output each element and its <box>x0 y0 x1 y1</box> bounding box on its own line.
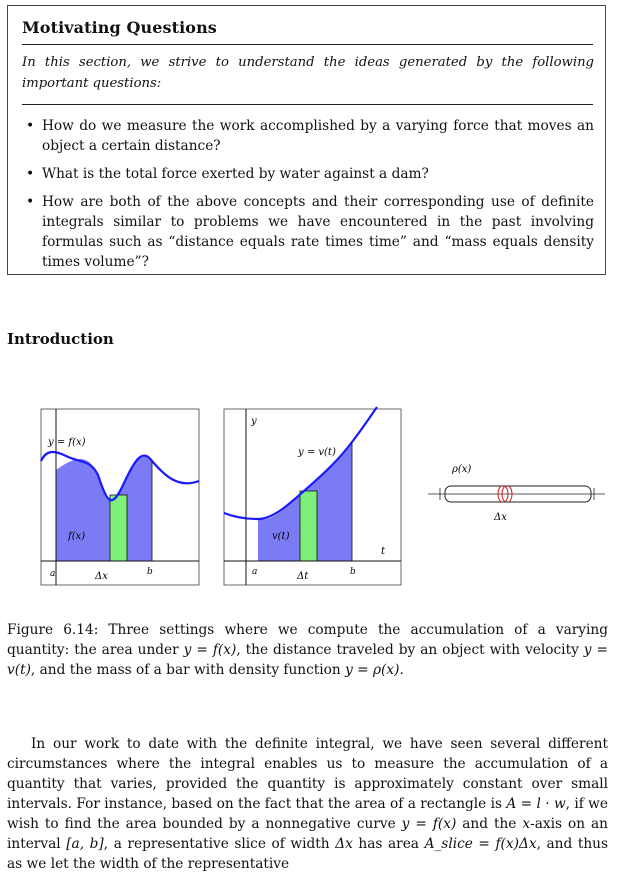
panel-distance: y y = v(t) v(t) a Δt b t <box>223 406 402 586</box>
box-intro: In this section, we strive to understand… <box>22 55 594 91</box>
box-bottom-rule <box>22 104 593 105</box>
paragraph-text: has area <box>352 836 425 852</box>
box-title: Motivating Questions <box>22 18 217 37</box>
caption-text: , and the mass of a bar with density fun… <box>30 662 346 678</box>
paragraph-text: and the <box>456 816 523 832</box>
bar <box>444 485 592 503</box>
delta-x-label: Δx <box>94 571 108 582</box>
paragraph-text: In our work to date with the definite in… <box>7 736 608 812</box>
paragraph-math: A = l · w <box>506 796 566 812</box>
curve-f <box>39 450 200 502</box>
caption-text: . <box>399 662 404 678</box>
height-label: f(x) <box>67 531 85 542</box>
paragraph-math: Δx <box>335 836 353 852</box>
body-paragraph: In our work to date with the definite in… <box>7 734 608 874</box>
caption-text: , the distance traveled by an object wit… <box>236 642 584 658</box>
caption-text: Figure 6.14: Three settings where we com… <box>7 622 608 658</box>
height-label: v(t) <box>272 531 290 542</box>
paragraph-math: x <box>522 816 531 832</box>
paragraph-text: -axis on an interval <box>7 816 608 852</box>
motivating-questions-box: Motivating Questions In this section, we… <box>7 5 606 275</box>
paragraph-math: y = f(x) <box>401 816 457 832</box>
panel-bar: ρ(x) Δx <box>428 464 605 523</box>
caption-math: y = v(t) <box>7 642 608 678</box>
distance-slice <box>299 490 318 562</box>
question-item: What is the total force exerted by water… <box>22 164 594 184</box>
shaded-area <box>56 455 152 561</box>
slice-edge-mid <box>501 485 509 503</box>
panel-frame <box>40 408 200 586</box>
delta-t-label: Δt <box>296 571 309 582</box>
slice-edge-right <box>508 485 513 503</box>
panel-area: y = f(x) f(x) a Δx b <box>39 408 200 586</box>
paragraph-text: , a representative slice of width <box>103 836 336 852</box>
paragraph-math: [a, b] <box>66 836 104 852</box>
y-label: y <box>250 416 257 427</box>
curve-label: y = f(x) <box>47 437 86 448</box>
figure-caption: Figure 6.14: Three settings where we com… <box>7 620 608 680</box>
slice-edge-left <box>497 485 502 503</box>
t-label: t <box>381 546 386 557</box>
curve-label: y = v(t) <box>297 447 336 458</box>
density-label: ρ(x) <box>451 464 471 475</box>
tick-b: b <box>350 567 356 577</box>
curve-v <box>223 406 378 521</box>
delta-x-label: Δx <box>493 512 507 523</box>
paragraph-text: , if we wish to find the area bounded by… <box>7 796 608 832</box>
tick-b: b <box>147 567 153 577</box>
tick-a: a <box>50 569 55 579</box>
box-top-rule <box>22 44 593 45</box>
section-heading: Introduction <box>7 330 114 348</box>
paragraph-math: A_slice = f(x)Δx <box>424 836 537 852</box>
questions-list: How do we measure the work accomplished … <box>22 116 594 280</box>
caption-math: y = ρ(x) <box>345 662 400 678</box>
panel-frame <box>223 408 402 586</box>
caption-math: y = f(x) <box>183 642 237 658</box>
figure-6-14: y = f(x) f(x) a Δx b y y = v(t) v(t) a Δ… <box>39 406 605 586</box>
area-slice <box>109 494 128 562</box>
question-item: How are both of the above concepts and t… <box>22 192 594 272</box>
question-item: How do we measure the work accomplished … <box>22 116 594 156</box>
tick-a: a <box>252 567 257 577</box>
